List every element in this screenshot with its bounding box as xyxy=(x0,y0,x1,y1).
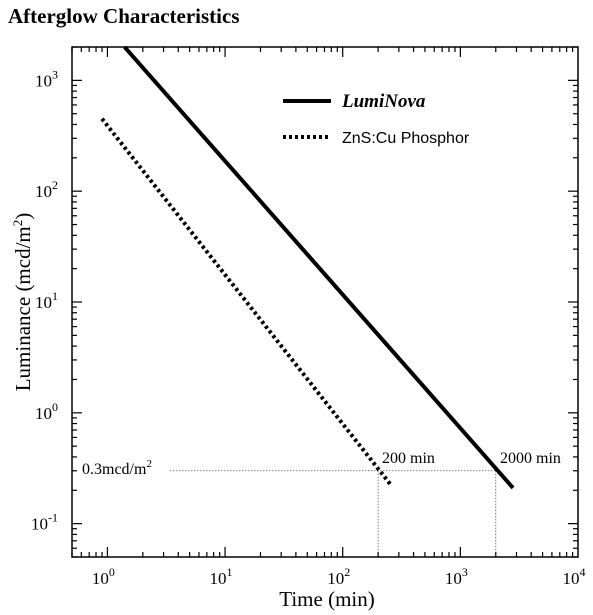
y-tick-label-3-exp: 3 xyxy=(52,67,58,81)
hline-label-main: 0.3mcd/m xyxy=(82,461,147,478)
x-tick-label-2-base: 10 xyxy=(327,569,344,588)
x-tick-label-1: 101 xyxy=(210,565,233,588)
x-tick-label-4-base: 10 xyxy=(563,569,580,588)
x-tick-label-4: 104 xyxy=(563,565,586,588)
y-tick-label--1: 10-1 xyxy=(31,511,58,534)
x-tick-label-3-base: 10 xyxy=(445,569,462,588)
series-layer xyxy=(100,45,515,490)
y-tick-label-3-base: 10 xyxy=(35,71,52,90)
x-tick-label-0: 100 xyxy=(92,565,115,588)
hline-label: 0.3mcd/m2 xyxy=(82,458,152,478)
marker-label-2000: 2000 min xyxy=(500,450,561,467)
y-tick-label-3: 103 xyxy=(35,67,58,90)
y-tick-label--1-exp: -1 xyxy=(48,511,58,525)
x-tick-label-0-exp: 0 xyxy=(109,565,115,579)
legend-label-luminova: LumiNova xyxy=(341,91,426,112)
chart-title: Afterglow Characteristics xyxy=(8,4,240,28)
y-tick-label-1-exp: 1 xyxy=(52,289,58,303)
x-tick-label-4-exp: 4 xyxy=(580,565,586,579)
y-tick-label-0-base: 10 xyxy=(35,404,52,423)
hline-label-sup: 2 xyxy=(146,458,152,470)
x-tick-label-3: 103 xyxy=(445,565,468,588)
y-tick-label-2-exp: 2 xyxy=(52,178,58,192)
y-tick-label-2-base: 10 xyxy=(35,182,52,201)
marker-label-200: 200 min xyxy=(382,450,435,467)
y-tick-label-1: 101 xyxy=(35,289,58,312)
legend-label-zns: ZnS:Cu Phosphor xyxy=(342,130,470,147)
y-tick-label-0: 100 xyxy=(35,400,58,423)
x-tick-label-0-base: 10 xyxy=(92,569,109,588)
y-tick-label-0-exp: 0 xyxy=(52,400,58,414)
x-tick-label-2: 102 xyxy=(327,565,350,588)
series-line-0 xyxy=(123,45,515,490)
y-axis-label-sup: 2 xyxy=(10,220,25,227)
legend: LumiNova ZnS:Cu Phosphor xyxy=(283,91,470,147)
x-tick-label-3-exp: 3 xyxy=(462,565,468,579)
x-tick-label-1-base: 10 xyxy=(210,569,227,588)
y-axis-label-close: ) xyxy=(11,213,35,220)
y-axis-label-main: Luminance (mcd/m xyxy=(11,226,35,391)
y-tick-label--1-base: 10 xyxy=(31,515,48,534)
y-axis-label: Luminance (mcd/m2) xyxy=(10,213,35,392)
reference-lines xyxy=(170,470,497,557)
y-tick-label-2: 102 xyxy=(35,178,58,201)
x-tick-label-2-exp: 2 xyxy=(344,565,350,579)
x-tick-label-1-exp: 1 xyxy=(227,565,233,579)
y-tick-label-1-base: 10 xyxy=(35,293,52,312)
x-axis-label: Time (min) xyxy=(279,587,374,611)
plot-frame xyxy=(71,46,579,558)
